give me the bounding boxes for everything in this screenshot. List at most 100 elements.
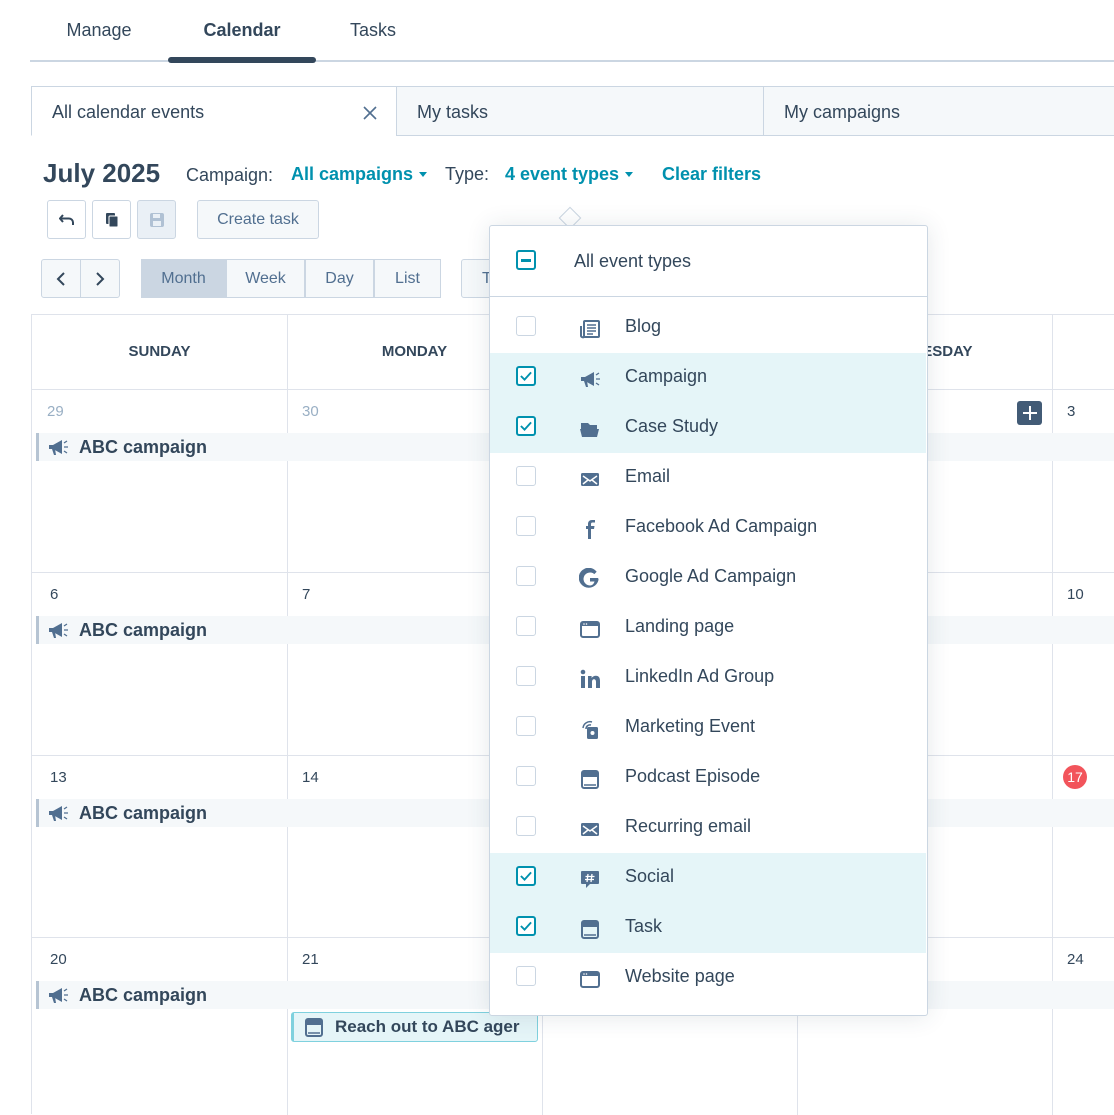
event-type-option[interactable]: Recurring email bbox=[490, 803, 926, 853]
type-icon bbox=[579, 718, 601, 745]
copy-button[interactable] bbox=[92, 200, 131, 239]
view-tab-label: My campaigns bbox=[784, 102, 901, 122]
option-label: Blog bbox=[625, 316, 662, 336]
type-icon bbox=[579, 318, 601, 345]
option-checkbox[interactable] bbox=[516, 616, 536, 636]
campaign-icon bbox=[47, 984, 69, 1011]
filter-value: 4 event types bbox=[505, 164, 620, 184]
option-checkbox[interactable] bbox=[516, 966, 536, 986]
plus-icon-svg bbox=[1023, 406, 1037, 420]
nav-tab-active[interactable]: Calendar bbox=[203, 20, 281, 40]
type-icon-svg bbox=[581, 920, 599, 939]
view-tab-active[interactable]: All calendar events bbox=[31, 86, 397, 136]
select-all-checkbox[interactable] bbox=[516, 250, 536, 270]
add-event-button[interactable] bbox=[1017, 401, 1042, 425]
day-number: 3 bbox=[1067, 403, 1076, 420]
option-checkbox[interactable] bbox=[516, 816, 536, 836]
option-checkbox[interactable] bbox=[516, 866, 536, 886]
option-checkbox[interactable] bbox=[516, 316, 536, 336]
next-button[interactable] bbox=[80, 259, 120, 298]
today-circle: 17 bbox=[1063, 765, 1087, 789]
option-label: Podcast Episode bbox=[625, 766, 761, 786]
type-filter[interactable]: 4 event types bbox=[505, 164, 634, 185]
campaign-icon-svg bbox=[49, 623, 68, 638]
event-type-option[interactable]: Social bbox=[490, 853, 926, 903]
type-icon-svg bbox=[578, 567, 599, 588]
event-type-option[interactable]: Task bbox=[490, 903, 926, 953]
prev-icon bbox=[56, 271, 65, 286]
campaign-icon-svg bbox=[49, 988, 68, 1003]
caret bbox=[625, 172, 634, 177]
view-tab[interactable]: My tasks bbox=[396, 86, 764, 136]
nav-tab[interactable]: Tasks bbox=[349, 20, 397, 40]
type-icon bbox=[579, 518, 601, 545]
minus-mark bbox=[521, 259, 531, 262]
option-checkbox[interactable] bbox=[516, 366, 536, 386]
caret bbox=[419, 172, 428, 177]
type-icon-svg bbox=[580, 669, 600, 688]
event-type-option[interactable]: Email bbox=[490, 453, 926, 503]
type-icon bbox=[579, 418, 601, 445]
undo-icon bbox=[58, 213, 74, 225]
view-button-active[interactable]: Month bbox=[141, 259, 226, 298]
type-icon-svg bbox=[581, 871, 599, 888]
close-icon[interactable] bbox=[362, 105, 378, 121]
type-icon bbox=[579, 768, 601, 795]
event-type-option[interactable]: Website page bbox=[490, 953, 926, 1003]
campaign-filter[interactable]: All campaigns bbox=[291, 164, 428, 185]
option-checkbox[interactable] bbox=[516, 716, 536, 736]
type-icon bbox=[579, 868, 601, 895]
event-type-option[interactable]: Case Study bbox=[490, 403, 926, 453]
select-all-label[interactable]: All event types bbox=[574, 251, 692, 271]
clear-filters[interactable]: Clear filters bbox=[662, 164, 762, 184]
day-number: 6 bbox=[50, 586, 59, 603]
day-number: 13 bbox=[50, 769, 67, 786]
view-button[interactable]: Week bbox=[226, 259, 305, 298]
event-type-option[interactable]: Podcast Episode bbox=[490, 753, 926, 803]
undo-button[interactable] bbox=[47, 200, 86, 239]
active-underline bbox=[168, 57, 316, 63]
day-number: 30 bbox=[302, 403, 319, 420]
view-tab[interactable]: My campaigns bbox=[763, 86, 1114, 136]
type-icon-svg bbox=[581, 372, 600, 387]
event-title: ABC campaign bbox=[79, 437, 208, 457]
option-checkbox[interactable] bbox=[516, 516, 536, 536]
option-checkbox[interactable] bbox=[516, 466, 536, 486]
event-type-option[interactable]: Google Ad Campaign bbox=[490, 553, 926, 603]
task-event[interactable]: Reach out to ABC ager bbox=[291, 1012, 538, 1042]
event-type-option[interactable]: LinkedIn Ad Group bbox=[490, 653, 926, 703]
month-title: July 2025 bbox=[43, 158, 161, 188]
check-mark bbox=[518, 368, 534, 389]
type-icon-svg bbox=[580, 320, 600, 339]
option-checkbox[interactable] bbox=[516, 566, 536, 586]
option-label: Google Ad Campaign bbox=[625, 566, 797, 586]
option-checkbox[interactable] bbox=[516, 416, 536, 436]
view-button[interactable]: Day bbox=[305, 259, 374, 298]
event-type-option[interactable]: Blog bbox=[490, 303, 926, 353]
type-icon bbox=[579, 668, 601, 695]
option-checkbox[interactable] bbox=[516, 766, 536, 786]
option-checkbox[interactable] bbox=[516, 666, 536, 686]
type-icon-svg bbox=[580, 423, 599, 437]
type-icon-svg bbox=[581, 473, 599, 486]
event-type-option[interactable]: Marketing Event bbox=[490, 703, 926, 753]
campaign-icon-svg bbox=[49, 806, 68, 821]
event-type-option[interactable]: Facebook Ad Campaign bbox=[490, 503, 926, 553]
save-button[interactable] bbox=[137, 200, 176, 239]
create-task-button[interactable]: Create task bbox=[197, 200, 319, 239]
nav-tab[interactable]: Manage bbox=[66, 20, 132, 40]
task-icon-svg bbox=[305, 1018, 323, 1037]
copy-icon bbox=[105, 212, 118, 227]
option-label: Facebook Ad Campaign bbox=[625, 516, 818, 536]
next-icon bbox=[96, 271, 105, 286]
campaign-icon bbox=[47, 436, 69, 463]
filter-label: Type: bbox=[445, 164, 490, 184]
option-checkbox[interactable] bbox=[516, 916, 536, 936]
event-title: ABC campaign bbox=[79, 620, 208, 640]
event-type-option[interactable]: Landing page bbox=[490, 603, 926, 653]
prev-button[interactable] bbox=[41, 259, 81, 298]
event-type-option[interactable]: Campaign bbox=[490, 353, 926, 403]
option-label: Email bbox=[625, 466, 671, 486]
view-button[interactable]: List bbox=[374, 259, 441, 298]
